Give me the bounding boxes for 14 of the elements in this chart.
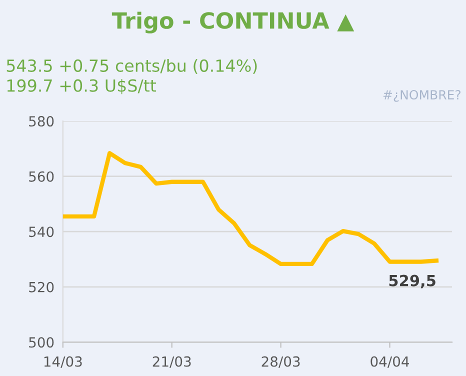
annotation: 529,5 [389,274,436,288]
chart-title: Trigo - CONTINUA ▲ [112,12,354,34]
line-series [62,151,439,266]
y-tick-label: 560 [29,171,54,182]
y-tick-label: 580 [29,116,54,127]
x-tick-label: 04/04 [370,356,409,368]
x-tick-label: 28/03 [262,356,300,368]
text: #¿NOMBRE? [383,90,460,102]
chart-subtitle: 543.5 +0.75 cents/bu (0.14%) 199.7 +0.3 U$S/tt [6,59,257,94]
x-tick-label: 21/03 [152,356,191,368]
x-tick-label: 14/03 [44,356,82,368]
y-tick-label: 540 [29,226,54,238]
y-tick-label: 500 [29,337,54,348]
y-tick-label: 520 [29,282,54,292]
